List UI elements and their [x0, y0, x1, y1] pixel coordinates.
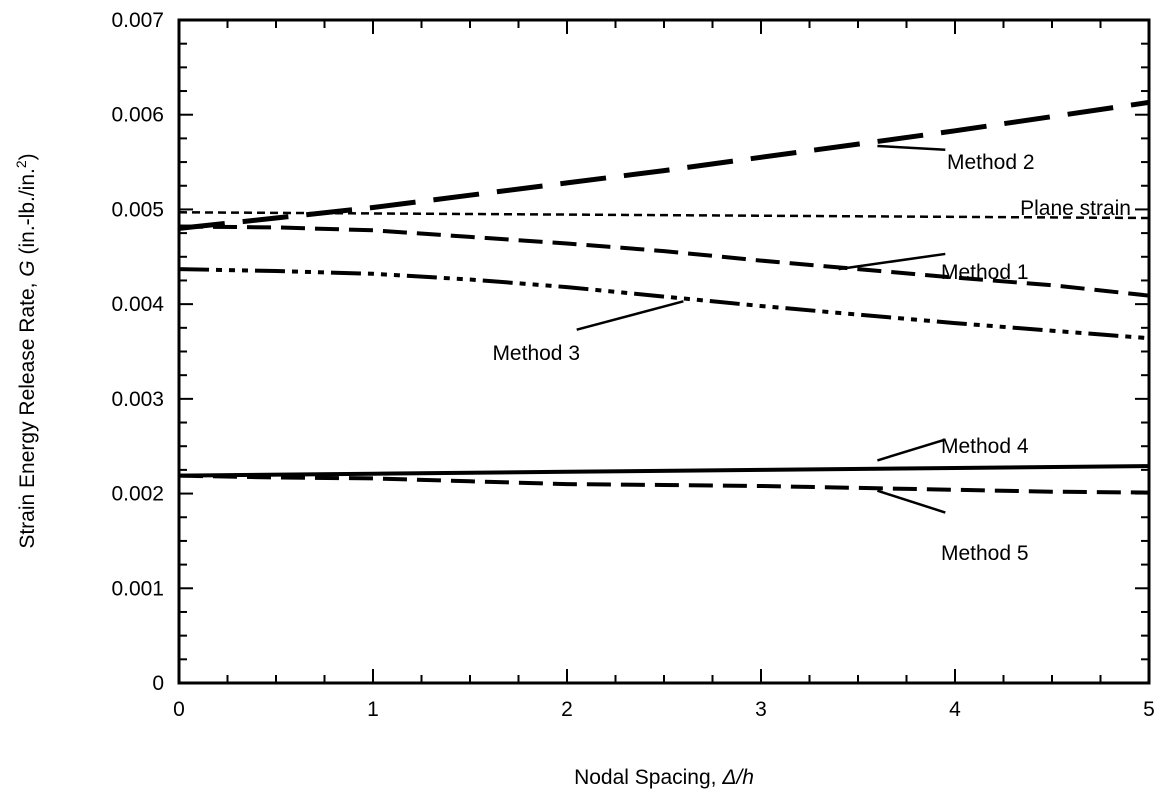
- series-method-4: [178, 464, 1150, 478]
- series-method-5: [178, 473, 1150, 495]
- annotation-method-4: Method 4: [941, 435, 1029, 458]
- y-tick-label: 0.004: [111, 293, 164, 316]
- axis-ticks: [178, 19, 1150, 684]
- x-axis-label: Nodal Spacing, Δ/h: [574, 766, 754, 789]
- x-tick-label: 3: [755, 698, 767, 721]
- y-tick-label: 0.007: [111, 9, 164, 32]
- y-tick-label: 0.002: [111, 483, 164, 506]
- annotation-layer: Method 2 Plane strain Method 1 Method 3 Meth…: [492, 144, 1131, 565]
- series-method-2: [178, 99, 1150, 231]
- plot-frame: [177, 18, 1151, 685]
- x-tick-label: 1: [367, 698, 379, 721]
- tick-labels: 0 1 2 3 4 5 0 0.001 0.002 0.003 0.004 0.005 0.006 0.0…: [111, 9, 1154, 721]
- leader-line-method-3: [576, 300, 684, 331]
- annotation-method-2: Method 2: [947, 151, 1035, 174]
- x-tick-label: 5: [1143, 698, 1155, 721]
- leader-line-method-2: [877, 144, 946, 152]
- x-tick-label: 2: [561, 698, 573, 721]
- leader-line-method-4: [877, 438, 946, 462]
- y-axis-label: Strain Energy Release Rate, G (in.-lb./i…: [13, 153, 39, 548]
- y-tick-label: 0.006: [111, 104, 164, 127]
- x-tick-label: 4: [949, 698, 961, 721]
- leader-line-method-1: [838, 252, 946, 271]
- series-plane-strain: [178, 211, 1150, 220]
- series-method-3: [178, 267, 1150, 341]
- y-tick-label: 0.005: [111, 198, 164, 221]
- y-tick-label: 0.003: [111, 388, 164, 411]
- leader-line-method-5: [877, 489, 946, 514]
- annotation-method-5: Method 5: [941, 542, 1029, 565]
- x-tick-label: 0: [173, 698, 185, 721]
- y-tick-label: 0.001: [111, 577, 164, 600]
- annotation-method-1: Method 1: [941, 261, 1029, 284]
- annotation-method-3: Method 3: [492, 342, 580, 365]
- y-tick-label: 0: [152, 672, 164, 695]
- series-method-1: [178, 224, 1150, 298]
- series-layer: [178, 99, 1150, 495]
- annotation-plane-strain: Plane strain: [1020, 197, 1131, 220]
